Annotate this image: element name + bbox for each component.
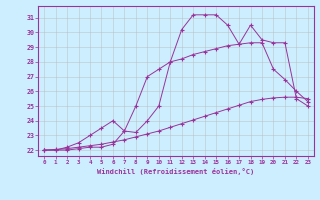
X-axis label: Windchill (Refroidissement éolien,°C): Windchill (Refroidissement éolien,°C): [97, 168, 255, 175]
